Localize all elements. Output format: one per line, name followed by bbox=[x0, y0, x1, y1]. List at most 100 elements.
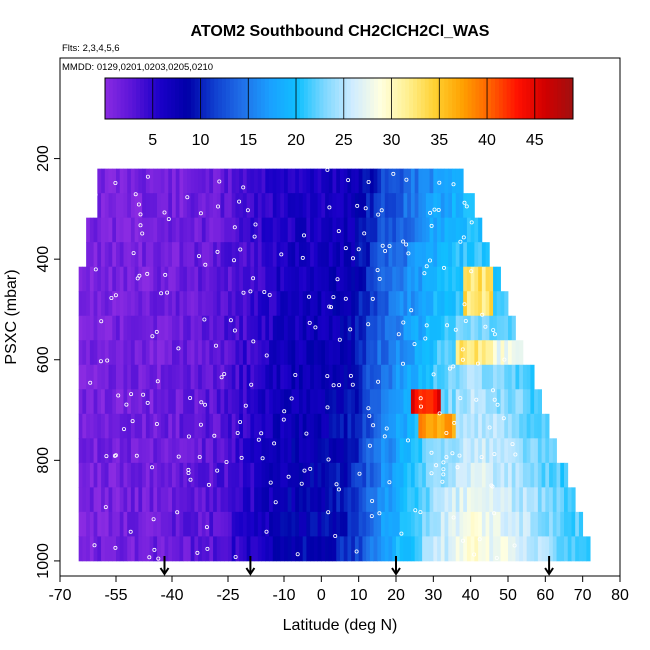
heatmap-cell bbox=[120, 193, 124, 218]
heatmap-cell bbox=[571, 536, 575, 561]
heatmap-cell bbox=[116, 193, 120, 218]
heatmap-cell bbox=[560, 463, 564, 488]
heatmap-cell bbox=[213, 242, 217, 267]
colorbar-segment bbox=[565, 78, 569, 119]
heatmap-cell bbox=[168, 316, 172, 341]
heatmap-cell bbox=[258, 512, 262, 537]
heatmap-cell bbox=[355, 169, 359, 194]
heatmap-cell bbox=[146, 169, 150, 194]
heatmap-cell bbox=[168, 193, 172, 218]
heatmap-cell bbox=[295, 365, 299, 390]
heatmap-cell bbox=[422, 340, 426, 365]
heatmap-cell bbox=[463, 389, 467, 414]
heatmap-cell bbox=[508, 512, 512, 537]
heatmap-cell bbox=[415, 536, 419, 561]
heatmap-cell bbox=[291, 487, 295, 512]
heatmap-cell bbox=[82, 340, 86, 365]
heatmap-cell bbox=[198, 438, 202, 463]
heatmap-cell bbox=[97, 536, 101, 561]
heatmap-cell bbox=[247, 267, 251, 292]
colorbar-segment bbox=[296, 78, 300, 119]
heatmap-cell bbox=[389, 291, 393, 316]
heatmap-cell bbox=[411, 242, 415, 267]
heatmap-cell bbox=[295, 389, 299, 414]
heatmap-cell bbox=[538, 487, 542, 512]
heatmap-cell bbox=[445, 389, 449, 414]
heatmap-cell bbox=[493, 365, 497, 390]
heatmap-cell bbox=[422, 242, 426, 267]
heatmap-cell bbox=[508, 536, 512, 561]
heatmap-cell bbox=[284, 536, 288, 561]
heatmap-cell bbox=[515, 414, 519, 439]
heatmap-cell bbox=[392, 389, 396, 414]
heatmap-cell bbox=[280, 316, 284, 341]
heatmap-cell bbox=[86, 316, 90, 341]
heatmap-cell bbox=[459, 169, 463, 194]
heatmap-cell bbox=[456, 267, 460, 292]
heatmap-cell bbox=[209, 169, 213, 194]
heatmap-cell bbox=[82, 316, 86, 341]
heatmap-cell bbox=[202, 414, 206, 439]
heatmap-cell bbox=[441, 512, 445, 537]
heatmap-cell bbox=[191, 438, 195, 463]
heatmap-cell bbox=[213, 169, 217, 194]
heatmap-cell bbox=[135, 316, 139, 341]
heatmap-cell bbox=[519, 389, 523, 414]
heatmap-cell bbox=[504, 463, 508, 488]
heatmap-cell bbox=[239, 242, 243, 267]
heatmap-cell bbox=[288, 291, 292, 316]
heatmap-cell bbox=[303, 242, 307, 267]
heatmap-cell bbox=[325, 389, 329, 414]
heatmap-cell bbox=[191, 169, 195, 194]
heatmap-cell bbox=[116, 414, 120, 439]
heatmap-cell bbox=[456, 487, 460, 512]
heatmap-cell bbox=[112, 389, 116, 414]
heatmap-cell bbox=[512, 512, 516, 537]
heatmap-cell bbox=[426, 291, 430, 316]
heatmap-cell bbox=[389, 218, 393, 243]
heatmap-cell bbox=[243, 340, 247, 365]
colorbar-segment bbox=[277, 78, 281, 119]
heatmap-cell bbox=[504, 389, 508, 414]
heatmap-cell bbox=[336, 267, 340, 292]
heatmap-cell bbox=[179, 291, 183, 316]
heatmap-cell bbox=[310, 414, 314, 439]
heatmap-band bbox=[79, 267, 501, 292]
heatmap-cell bbox=[179, 340, 183, 365]
heatmap-cell bbox=[250, 291, 254, 316]
heatmap-cell bbox=[198, 291, 202, 316]
heatmap-cell bbox=[262, 169, 266, 194]
heatmap-cell bbox=[258, 267, 262, 292]
heatmap-cell bbox=[534, 487, 538, 512]
heatmap-cell bbox=[123, 389, 127, 414]
colorbar-segment bbox=[218, 78, 222, 119]
heatmap-cell bbox=[452, 536, 456, 561]
heatmap-cell bbox=[194, 389, 198, 414]
heatmap-cell bbox=[508, 316, 512, 341]
heatmap-cell bbox=[448, 169, 452, 194]
heatmap-cell bbox=[310, 340, 314, 365]
colorbar-segment bbox=[425, 78, 429, 119]
heatmap-cell bbox=[553, 512, 557, 537]
colorbar-segment bbox=[370, 78, 374, 119]
heatmap-cell bbox=[235, 340, 239, 365]
heatmap-cell bbox=[362, 463, 366, 488]
heatmap-cell bbox=[254, 487, 258, 512]
heatmap-cell bbox=[489, 512, 493, 537]
heatmap-cell bbox=[381, 536, 385, 561]
heatmap-cell bbox=[101, 414, 105, 439]
heatmap-cell bbox=[366, 218, 370, 243]
heatmap-cell bbox=[329, 512, 333, 537]
heatmap-cell bbox=[123, 316, 127, 341]
heatmap-cell bbox=[359, 365, 363, 390]
colorbar-segment bbox=[128, 78, 132, 119]
heatmap-cell bbox=[299, 267, 303, 292]
heatmap-cell bbox=[228, 267, 232, 292]
heatmap-cell bbox=[377, 487, 381, 512]
colorbar-segment bbox=[515, 78, 519, 119]
heatmap-cell bbox=[329, 536, 333, 561]
heatmap-cell bbox=[273, 365, 277, 390]
heatmap-cell bbox=[217, 291, 221, 316]
heatmap-cell bbox=[411, 193, 415, 218]
heatmap-cell bbox=[370, 193, 374, 218]
